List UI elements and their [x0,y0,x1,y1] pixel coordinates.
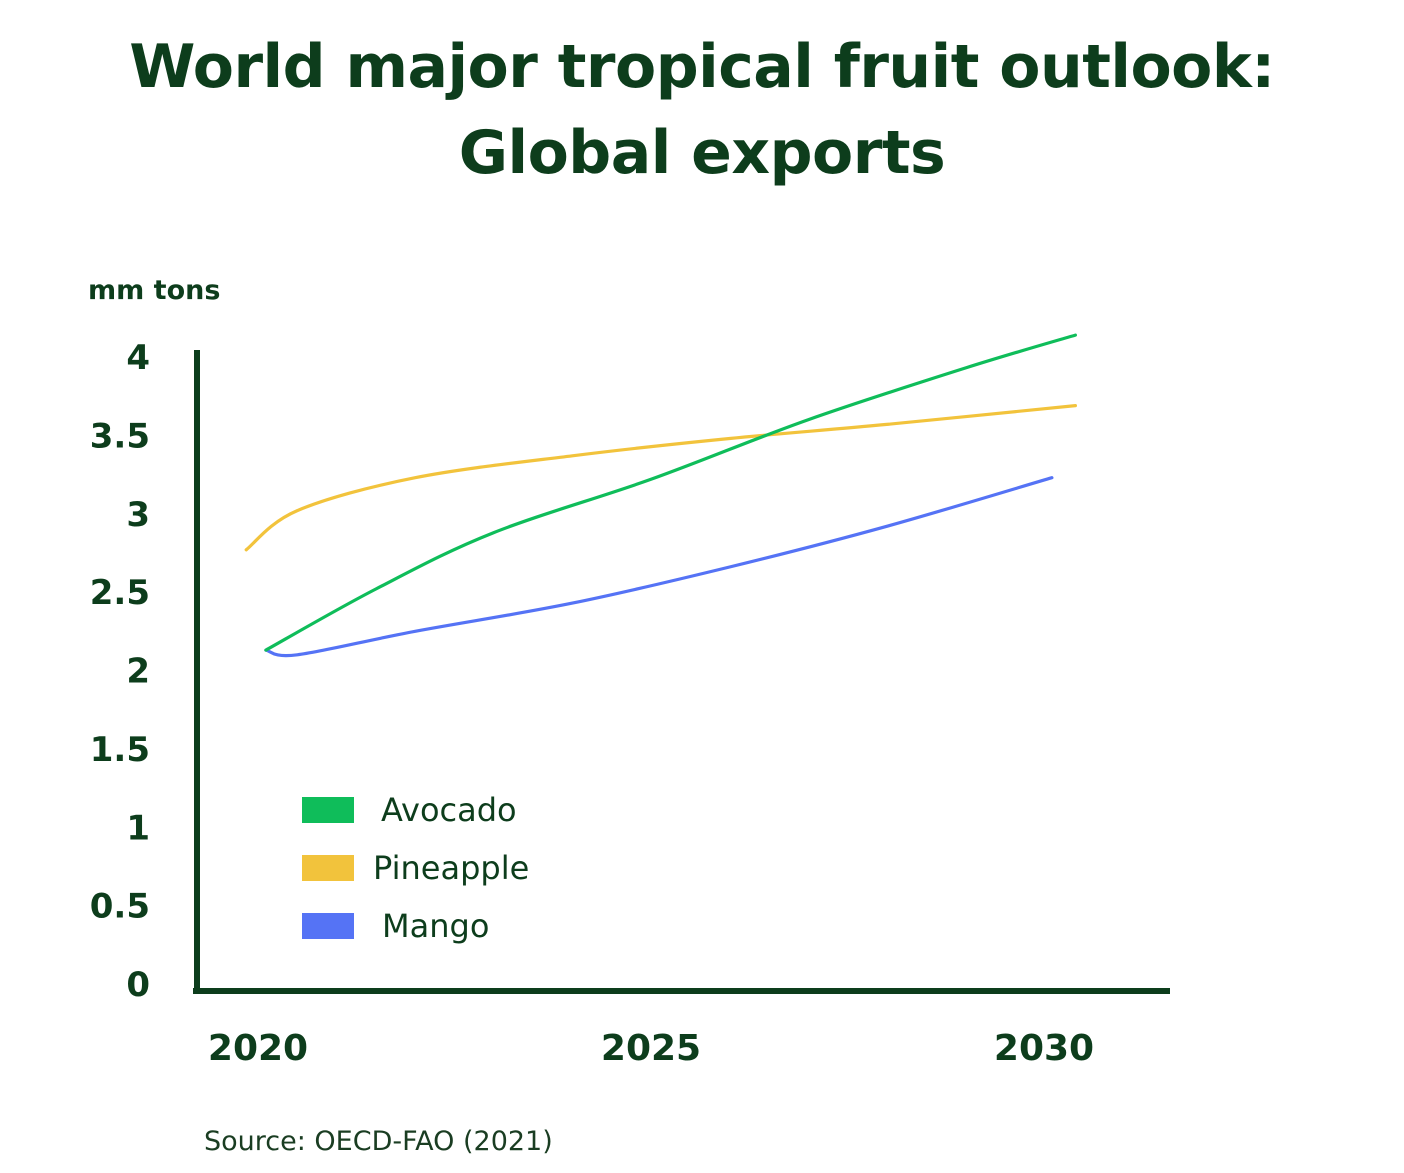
y-tick-label: 4 [126,338,150,378]
chart-title-line-2: Global exports [458,118,946,188]
series-lines [244,333,1077,658]
legend-label-pineapple: Pineapple [373,849,529,887]
series-line-avocado [264,333,1077,652]
x-tick-label: 2030 [994,1028,1094,1069]
y-tick-label: 2 [126,652,150,692]
y-tick-label: 0 [126,965,150,1005]
x-axis-ticks: 2020 2025 2030 [208,1028,1094,1069]
x-tick-label: 2025 [601,1028,701,1069]
legend-swatch-pineapple [302,855,354,881]
legend-swatch-avocado [302,797,354,823]
source-note: Source: OECD-FAO (2021) [204,1126,553,1157]
y-tick-label: 3 [126,495,150,535]
legend-label-mango: Mango [382,907,489,945]
chart-title-line-1: World major tropical fruit outlook: [129,32,1275,102]
series-line-mango [264,476,1054,658]
x-tick-label: 2020 [208,1028,308,1069]
legend-label-avocado: Avocado [381,791,517,829]
y-tick-label: 0.5 [90,887,150,927]
series-line-pineapple [244,404,1077,552]
legend: Avocado Pineapple Mango [302,791,529,945]
legend-swatch-mango [302,913,354,939]
chart-title: World major tropical fruit outlook: Glob… [0,24,1404,196]
y-tick-label: 2.5 [90,573,150,613]
y-tick-label: 1 [126,808,150,848]
y-axis-ticks: 0 0.5 1 1.5 2 2.5 3 3.5 4 [90,338,150,1005]
y-tick-label: 3.5 [90,416,150,456]
y-axis-label: mm tons [88,275,220,306]
y-tick-label: 1.5 [90,730,150,770]
